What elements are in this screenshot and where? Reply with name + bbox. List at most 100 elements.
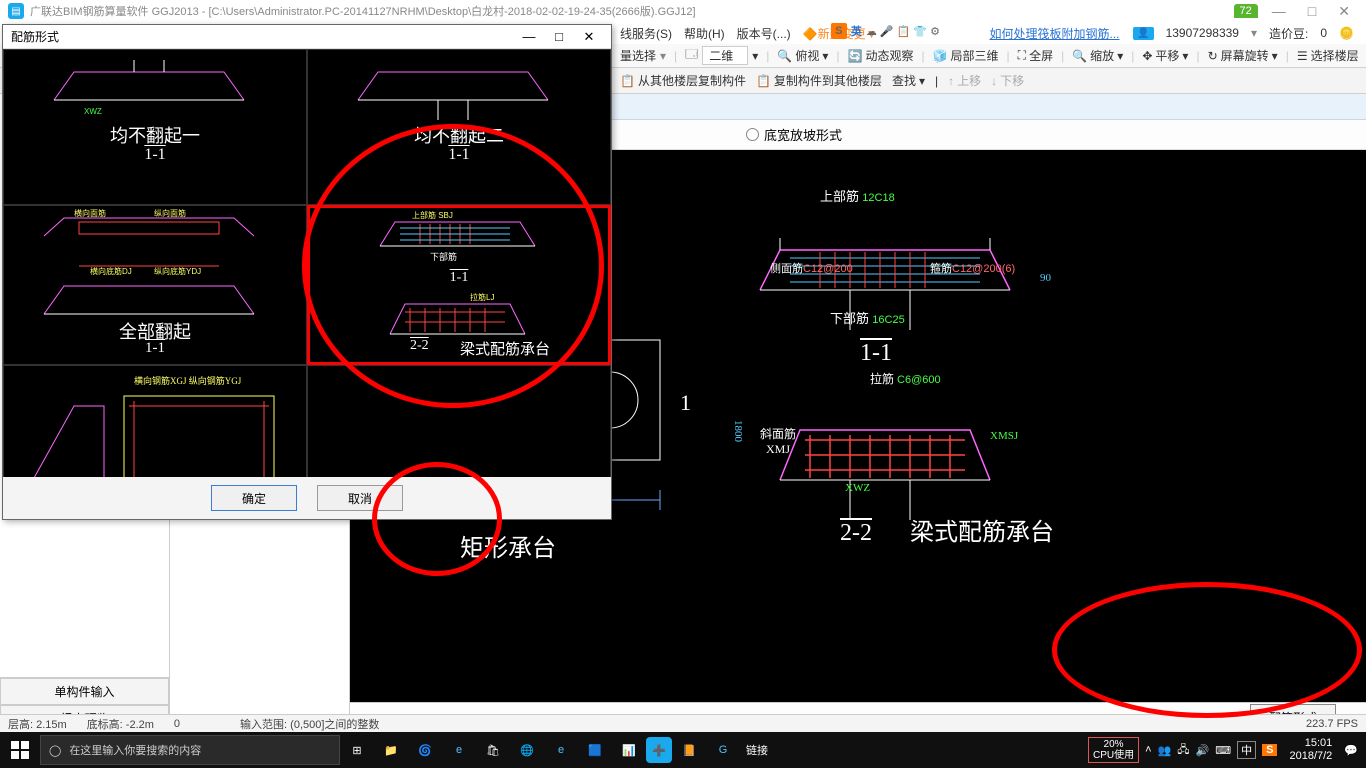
orbit-button[interactable]: 🔄 动态观察 [847, 47, 913, 64]
rebar-option-cell-selected[interactable]: 上部筋 SBJ 下部筋 拉筋LJ 1-1 2-2 梁式配筋承台 [307, 205, 611, 365]
windows-taskbar: ◯ 在这里输入你要搜索的内容 ⊞ 📁 🌀 e 🛍 🌐 e 🟦 📊 ➕ 📙 G 链… [0, 732, 1366, 768]
xmj-label: 斜面筋 XMJ [760, 425, 796, 457]
menu-item[interactable]: 帮助(H) [684, 25, 725, 42]
rebar-option-cell[interactable] [307, 365, 611, 477]
move-down-button[interactable]: ↓ 下移 [991, 72, 1024, 89]
move-up-button[interactable]: ↑ 上移 [948, 72, 981, 89]
rebar-option-cell[interactable]: 横向钢筋XGJ 纵向钢筋YGJ [3, 365, 307, 477]
ime-toolbar: S 英 ☁ 🎤 📋 👕 ⚙ [831, 22, 940, 40]
section-1-1-label: 1-1 [860, 340, 892, 367]
ok-button[interactable]: 确定 [211, 485, 297, 511]
taskbar-app-icon[interactable]: 🟦 [578, 732, 612, 768]
single-input-button[interactable]: 单构件输入 [0, 678, 169, 705]
radio-width[interactable]: 底宽放坡形式 [746, 125, 842, 144]
svg-text:横向底筋DJ: 横向底筋DJ [90, 266, 132, 276]
credits-label: 造价豆: [1269, 25, 1308, 42]
tray-people-icon[interactable]: 👥 [1158, 744, 1172, 757]
svg-text:上部筋 SBJ: 上部筋 SBJ [412, 210, 453, 220]
menu-item[interactable]: 线服务(S) [620, 25, 672, 42]
rebar-option-cell[interactable]: 均不翻起二 1-1 [307, 49, 611, 205]
ime-badge: 72 [1234, 4, 1258, 18]
taskbar-edge-icon[interactable]: e [442, 732, 476, 768]
status-bar: 层高: 2.15m 底标高: -2.2m 0 输入范围: (0,500]之间的整… [0, 714, 1366, 732]
notification-icon[interactable]: 💬 [1344, 744, 1358, 757]
status-zero: 0 [174, 718, 180, 730]
rebar-option-cell[interactable]: XWZ 均不翻起一 1-1 [3, 49, 307, 205]
bottom-elev: 底标高: -2.2m [87, 716, 154, 732]
taskbar-link-label[interactable]: 链接 [740, 732, 774, 768]
floor-height: 层高: 2.15m [8, 716, 67, 732]
hoop-label: 箍筋C12@200(6) [930, 260, 1015, 276]
taskbar-search[interactable]: ◯ 在这里输入你要搜索的内容 [40, 735, 340, 765]
view-icon[interactable]: ▾ [752, 49, 758, 63]
app-title: 广联达BIM钢筋算量软件 GGJ2013 - [C:\Users\Adminis… [30, 3, 696, 19]
fullscreen-button[interactable]: ⛶ 全屏 [1018, 47, 1053, 64]
taskbar-app-icon[interactable]: 🌐 [510, 732, 544, 768]
tray-ime-cn[interactable]: 中 [1237, 741, 1256, 759]
svg-text:纵向面筋: 纵向面筋 [154, 208, 186, 218]
rect-num-1: 1 [680, 390, 691, 416]
tray-keyboard-icon[interactable]: ⌨ [1215, 744, 1231, 757]
rebar-form-dialog: 配筋形式 — □ ✕ XWZ 均不翻起一 1-1 均不翻起二 1-1 横向面 [2, 24, 612, 520]
taskbar-ie-icon[interactable]: e [544, 732, 578, 768]
tray-sogou-icon[interactable]: S [1262, 744, 1277, 756]
view-mode-dropdown[interactable]: 二维 [702, 46, 748, 65]
copy-from-floor-button[interactable]: 📋 从其他楼层复制构件 [620, 72, 746, 89]
top-view-button[interactable]: 🔍 俯视 ▾ [777, 47, 828, 64]
cortana-icon: ◯ [49, 744, 61, 757]
zoom-button[interactable]: 🔍 缩放 ▾ [1072, 47, 1123, 64]
svg-text:拉筋LJ: 拉筋LJ [470, 292, 494, 302]
tray-volume-icon[interactable]: 🔊 [1196, 744, 1210, 757]
user-id[interactable]: 13907298339 [1166, 26, 1239, 40]
copy-to-floor-button[interactable]: 📋 复制构件到其他楼层 [756, 72, 882, 89]
rect-cap-label: 矩形承台 [460, 528, 556, 563]
dialog-minimize-button[interactable]: — [515, 27, 543, 47]
input-range: 输入范围: (0,500]之间的整数 [240, 716, 379, 732]
find-button[interactable]: 查找 ▾ [892, 72, 925, 89]
local-3d-button[interactable]: 🧊 局部三维 [933, 47, 999, 64]
sogou-icon[interactable]: S [831, 23, 847, 39]
taskbar-app-icon[interactable]: 📁 [374, 732, 408, 768]
lower-rebar-label: 下部筋 16C25 [830, 308, 905, 327]
tray-network-icon[interactable]: 🖧 [1177, 741, 1189, 760]
taskbar-app-icon[interactable]: 📙 [672, 732, 706, 768]
taskbar-clock[interactable]: 15:012018/7/2 [1283, 737, 1338, 763]
menu-item[interactable]: 版本号(...) [737, 25, 791, 42]
taskbar-app-icon[interactable]: ➕ [646, 737, 672, 763]
app-icon: ▤ [8, 3, 24, 19]
minimize-button[interactable]: — [1264, 3, 1294, 19]
cpu-meter[interactable]: 20%CPU使用 [1088, 737, 1139, 763]
upper-rebar-label: 上部筋 12C18 [820, 186, 895, 205]
start-button[interactable] [0, 732, 40, 768]
close-button[interactable]: ✕ [1330, 3, 1358, 20]
dialog-close-button[interactable]: ✕ [575, 27, 603, 47]
taskbar-app-icon[interactable]: 🌀 [408, 732, 442, 768]
tie-label: 拉筋 C6@600 [870, 370, 941, 387]
fps-counter: 223.7 FPS [1306, 718, 1358, 730]
rebar-option-cell[interactable]: 横向面筋纵向面筋 横向底筋DJ纵向底筋YDJ 全部翻起 1-1 [3, 205, 307, 365]
taskbar-app-icon[interactable]: 📊 [612, 732, 646, 768]
svg-text:横向面筋: 横向面筋 [74, 208, 106, 218]
dialog-maximize-button[interactable]: □ [545, 27, 573, 47]
pan-button[interactable]: ✥ 平移 ▾ [1142, 47, 1188, 64]
section-2-2-label: 2-2 [840, 520, 872, 547]
view-icon[interactable]: 🗔 [685, 45, 698, 66]
dialog-body[interactable]: XWZ 均不翻起一 1-1 均不翻起二 1-1 横向面筋 纵向面筋 横向底筋DJ 纵… [3, 49, 611, 477]
combo-label: 量选择 [620, 47, 656, 64]
svg-text:纵向底筋YDJ: 纵向底筋YDJ [154, 266, 201, 276]
rotate-button[interactable]: ↻ 屏幕旋转 ▾ [1208, 47, 1278, 64]
ime-tools[interactable]: ☁ 🎤 📋 👕 ⚙ [866, 25, 940, 38]
maximize-button[interactable]: □ [1300, 3, 1324, 19]
select-floor-button[interactable]: ☰ 选择楼层 [1297, 47, 1359, 64]
svg-text:XWZ: XWZ [84, 107, 102, 116]
cancel-button[interactable]: 取消 [317, 485, 403, 511]
xmsj-label: XMSJ [990, 430, 1018, 442]
ime-mode[interactable]: 英 [851, 23, 862, 39]
credits-value: 0 [1320, 26, 1327, 40]
credits-icon: 🪙 [1339, 26, 1354, 40]
task-view-button[interactable]: ⊞ [340, 732, 374, 768]
taskbar-app-icon[interactable]: 🛍 [476, 732, 510, 768]
help-link[interactable]: 如何处理筏板附加钢筋... [990, 25, 1120, 42]
tray-up-icon[interactable]: ˄ [1145, 744, 1151, 756]
taskbar-app-icon[interactable]: G [706, 732, 740, 768]
